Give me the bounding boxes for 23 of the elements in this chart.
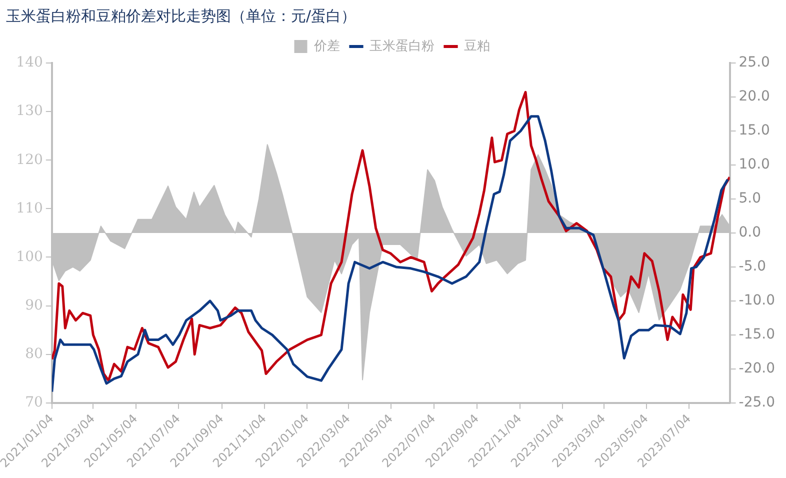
y2-tick-label: 15.0 <box>738 122 770 139</box>
y2-tick-label: -15.0 <box>738 326 776 343</box>
y2-tick-label: -20.0 <box>738 360 776 377</box>
legend-label: 玉米蛋白粉 <box>369 38 434 54</box>
y-tick-label: 110 <box>16 200 43 216</box>
y-tick-label: 70 <box>25 394 43 411</box>
y2-tick-label: 5.0 <box>738 190 762 207</box>
y-tick-label: 80 <box>25 346 43 362</box>
y2-tick-label: 25.0 <box>738 54 770 71</box>
y2-tick-label: -25.0 <box>738 394 776 411</box>
y2-tick-label: 20.0 <box>738 88 770 105</box>
chart-title: 玉米蛋白粉和豆粕价差对比走势图（单位：元/蛋白） <box>6 6 356 25</box>
y-tick-label: 90 <box>25 297 43 314</box>
y-tick-label: 130 <box>16 103 43 120</box>
y2-tick-label: -5.0 <box>738 258 766 275</box>
y-tick-label: 120 <box>16 152 43 168</box>
legend-label: 价差 <box>312 38 340 54</box>
y-tick-label: 100 <box>16 248 43 265</box>
y2-tick-label: 10.0 <box>738 156 770 173</box>
legend-label: 豆粕 <box>464 38 490 54</box>
y2-tick-label: -10.0 <box>738 292 776 309</box>
y2-tick-label: 0.0 <box>738 224 762 241</box>
y-tick-label: 140 <box>16 54 43 71</box>
